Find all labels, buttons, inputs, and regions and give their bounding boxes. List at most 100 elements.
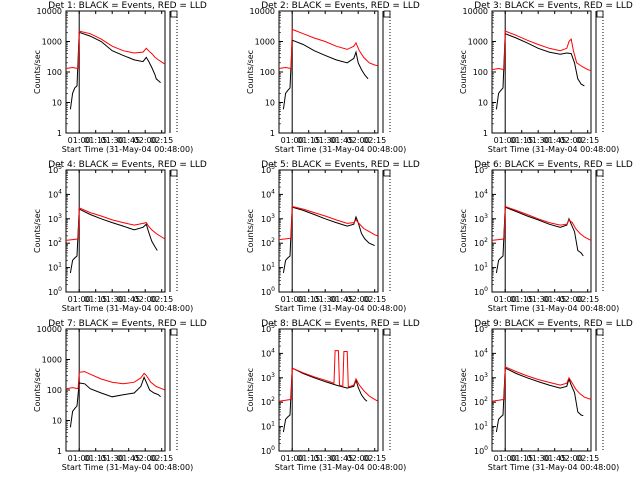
events-series-line (495, 367, 584, 433)
events-series-line (69, 375, 161, 428)
panel-title: Det 4: BLACK = Events, RED = LLD (48, 160, 207, 170)
x-tick-label: 01:45 (330, 454, 353, 463)
corner-marker (383, 328, 391, 336)
x-axis-label: Start Time (31-May-04 00:48:00) (275, 463, 406, 472)
x-tick-label: 01:15 (510, 295, 533, 304)
plot-frame (491, 169, 592, 293)
x-tick-label: 01:45 (117, 454, 140, 463)
x-tick-label: 02:00 (347, 295, 370, 304)
x-tick-label: 01:30 (527, 295, 550, 304)
corner-marker (596, 169, 604, 177)
y-tick-label: 102 (474, 396, 488, 407)
y-tick-label: 1000 (255, 38, 275, 47)
corner-marker (596, 328, 604, 336)
y-axis-label: Counts/sec (246, 50, 255, 94)
corner-marker (383, 169, 391, 177)
x-axis-label: Start Time (31-May-04 00:48:00) (62, 304, 193, 313)
y-tick-label: 103 (261, 372, 275, 383)
y-tick-label: 100 (260, 68, 275, 77)
y-tick-label: 101 (261, 262, 275, 273)
x-tick-label: 02:15 (150, 136, 173, 145)
plot-frame (278, 328, 379, 452)
y-axis-label: Counts/sec (246, 368, 255, 412)
lld-series-line (65, 30, 166, 70)
y-tick-label: 1000 (468, 38, 488, 47)
x-tick-label: 01:45 (330, 295, 353, 304)
events-series-line (495, 32, 585, 110)
events-series-line (282, 367, 368, 433)
corner-marker (596, 10, 604, 18)
y-tick-label: 104 (48, 188, 62, 199)
y-tick-label: 105 (261, 164, 275, 175)
y-tick-label: 103 (261, 213, 275, 224)
x-tick-label: 01:00 (281, 136, 304, 145)
panel-title: Det 3: BLACK = Events, RED = LLD (474, 1, 633, 11)
x-axis-label: Start Time (31-May-04 00:48:00) (488, 463, 619, 472)
plot-frame (65, 169, 166, 293)
x-tick-label: 02:00 (347, 136, 370, 145)
x-tick-label: 01:00 (68, 454, 91, 463)
x-tick-label: 01:00 (281, 454, 304, 463)
x-tick-label: 01:00 (68, 136, 91, 145)
y-tick-label: 100 (261, 286, 275, 297)
y-tick-label: 1 (57, 129, 62, 138)
corner-marker (383, 10, 391, 18)
x-tick-label: 02:15 (576, 295, 599, 304)
y-axis-label: Counts/sec (33, 50, 42, 94)
y-tick-label: 103 (48, 213, 62, 224)
y-axis-label: Counts/sec (33, 368, 42, 412)
y-tick-label: 101 (474, 421, 488, 432)
x-tick-label: 02:00 (560, 454, 583, 463)
events-series-line (69, 208, 158, 274)
y-tick-label: 100 (48, 286, 62, 297)
events-series-line (69, 31, 161, 110)
lld-series-line (278, 28, 379, 70)
y-tick-label: 105 (261, 323, 275, 334)
events-series-line (282, 39, 369, 110)
x-tick-label: 01:15 (297, 136, 320, 145)
panel-title: Det 6: BLACK = Events, RED = LLD (474, 160, 633, 170)
x-tick-label: 01:45 (330, 136, 353, 145)
x-tick-label: 01:15 (297, 295, 320, 304)
y-tick-label: 10 (478, 99, 488, 108)
x-tick-label: 02:15 (363, 454, 386, 463)
corner-marker (170, 10, 178, 18)
detector-panel: Det 2: BLACK = Events, RED = LLD01:0001:… (246, 1, 420, 154)
y-tick-label: 101 (48, 262, 62, 273)
x-tick-label: 02:15 (150, 454, 173, 463)
y-tick-label: 104 (474, 188, 488, 199)
lld-series-line (65, 207, 166, 241)
y-tick-label: 103 (474, 372, 488, 383)
x-axis-label: Start Time (31-May-04 00:48:00) (275, 304, 406, 313)
y-tick-label: 100 (47, 68, 62, 77)
y-tick-label: 101 (261, 421, 275, 432)
y-tick-label: 10 (52, 99, 62, 108)
x-tick-label: 01:15 (84, 454, 107, 463)
y-tick-label: 1 (270, 129, 275, 138)
y-tick-label: 104 (474, 347, 488, 358)
detector-panel: Det 6: BLACK = Events, RED = LLD01:0001:… (459, 160, 633, 313)
y-tick-label: 100 (47, 386, 62, 395)
y-tick-label: 103 (474, 213, 488, 224)
lld-series-line (491, 366, 592, 402)
x-tick-label: 02:00 (560, 136, 583, 145)
x-tick-label: 01:15 (510, 454, 533, 463)
y-tick-label: 100 (474, 286, 488, 297)
y-tick-label: 101 (474, 262, 488, 273)
detector-panel: Det 9: BLACK = Events, RED = LLD01:0001:… (459, 319, 633, 472)
detector-panel: Det 8: BLACK = Events, RED = LLD 01:00 01:… (246, 319, 420, 472)
x-tick-label: 02:15 (576, 454, 599, 463)
x-axis-label: Start Time (31-May-04 00:48:00) (488, 304, 619, 313)
y-tick-label: 1 (57, 447, 62, 456)
x-tick-label: 02:00 (134, 454, 157, 463)
x-tick-label: 01:00 (494, 136, 517, 145)
y-tick-label: 105 (474, 164, 488, 175)
lld-series-line (278, 205, 379, 241)
x-tick-label: 02:00 (134, 295, 157, 304)
x-tick-label: 01:30 (101, 295, 124, 304)
panel-title: Det 8: BLACK = Events, RED = LLD (261, 319, 420, 329)
y-tick-label: 10000 (37, 7, 62, 16)
y-tick-label: 100 (473, 68, 488, 77)
lld-series-line (65, 371, 166, 391)
y-axis-label: Counts/sec (459, 50, 468, 94)
